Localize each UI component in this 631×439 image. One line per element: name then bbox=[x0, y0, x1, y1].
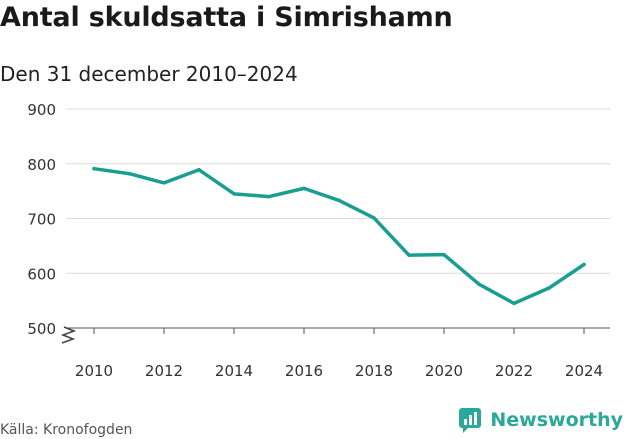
chart-subtitle: Den 31 december 2010–2024 bbox=[0, 62, 298, 86]
brand-logo: Newsworthy bbox=[458, 407, 623, 433]
series-line bbox=[92, 166, 586, 306]
chart-title: Antal skuldsatta i Simrishamn bbox=[0, 2, 453, 33]
y-axis-break bbox=[60, 326, 77, 344]
series-layer bbox=[92, 166, 586, 306]
newsworthy-logo-icon bbox=[459, 408, 482, 433]
y-tick-label: 700 bbox=[27, 211, 56, 229]
y-axis-ticks: 500 600 700 800 900 bbox=[27, 101, 56, 338]
data-point bbox=[127, 171, 131, 176]
data-point bbox=[407, 253, 411, 257]
data-point bbox=[232, 192, 236, 196]
y-tick-label: 500 bbox=[27, 320, 56, 338]
data-point bbox=[477, 282, 481, 286]
axis-break-icon bbox=[60, 326, 77, 344]
data-point bbox=[582, 262, 586, 267]
brand-name: Newsworthy bbox=[490, 409, 623, 431]
x-tick-label: 2012 bbox=[145, 362, 183, 380]
data-point bbox=[547, 286, 551, 290]
x-tick-label: 2024 bbox=[565, 362, 603, 380]
x-tick-label: 2018 bbox=[355, 362, 393, 380]
data-point bbox=[92, 166, 96, 171]
y-tick-label: 800 bbox=[27, 156, 56, 174]
x-tick-label: 2014 bbox=[215, 362, 253, 380]
data-point bbox=[337, 198, 341, 203]
data-point bbox=[512, 301, 516, 306]
x-axis-ticks: 2010 2012 2014 2016 2018 2020 2022 2024 bbox=[75, 328, 603, 380]
gridlines bbox=[66, 108, 610, 329]
x-tick-label: 2010 bbox=[75, 362, 113, 380]
data-point bbox=[197, 168, 201, 172]
x-tick-label: 2016 bbox=[285, 362, 323, 380]
data-point bbox=[302, 186, 306, 191]
data-point bbox=[372, 216, 376, 220]
x-tick-label: 2022 bbox=[495, 362, 533, 380]
data-point bbox=[267, 194, 271, 199]
x-tick-label: 2020 bbox=[425, 362, 463, 380]
data-point bbox=[162, 181, 166, 185]
y-tick-label: 900 bbox=[27, 101, 56, 119]
data-point bbox=[442, 252, 446, 257]
source-note: Källa: Kronofogden bbox=[0, 422, 133, 438]
y-tick-label: 600 bbox=[27, 265, 56, 283]
